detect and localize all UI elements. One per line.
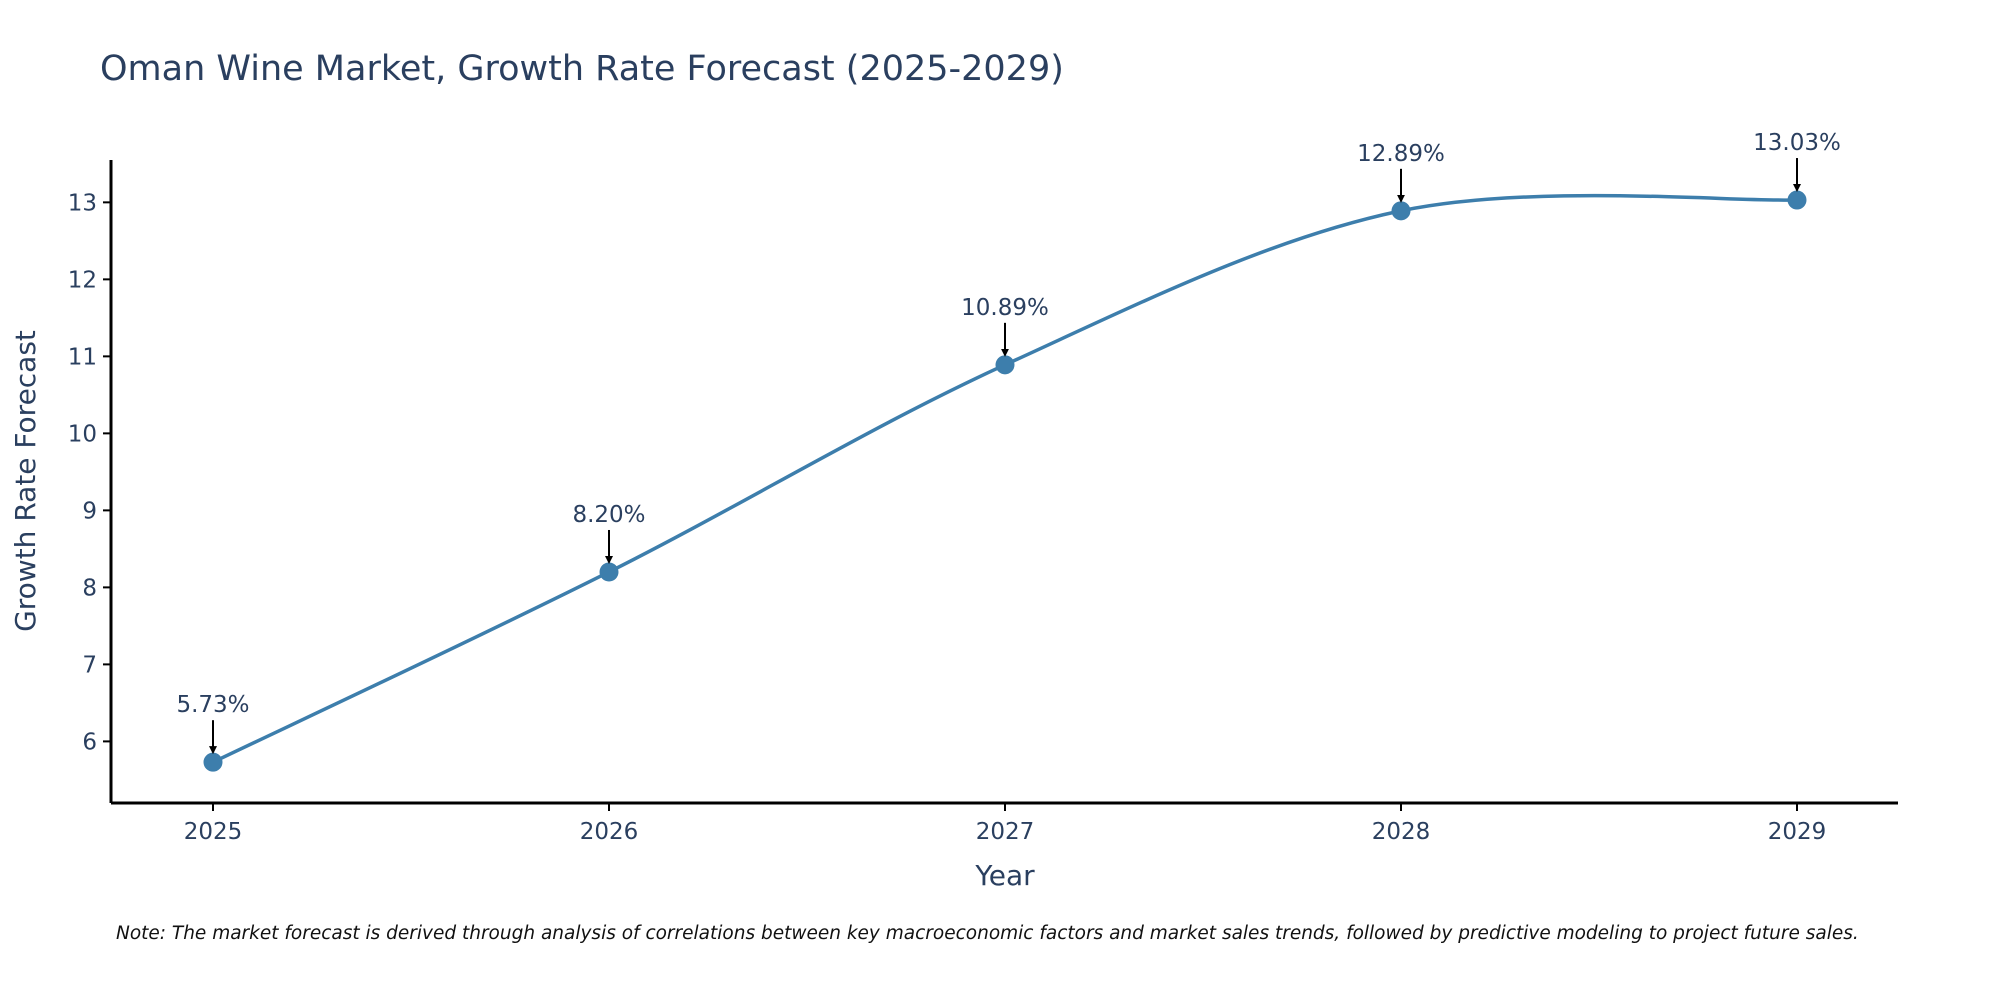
y-axis-title: Growth Rate Forecast <box>9 330 42 632</box>
x-axis-title: Year <box>974 859 1035 892</box>
y-tick-label: 12 <box>68 267 97 293</box>
y-tick-label: 6 <box>82 729 97 755</box>
data-label: 12.89% <box>1357 141 1445 167</box>
x-tick-label: 2025 <box>184 819 243 845</box>
data-point-marker <box>1391 201 1411 221</box>
data-point-marker <box>599 562 619 582</box>
x-tick-labels: 2025 2026 2027 2028 2029 <box>184 803 1827 845</box>
y-tick-labels: 6 7 8 9 10 11 12 13 <box>68 190 111 755</box>
data-label: 5.73% <box>176 692 249 718</box>
y-tick-label: 8 <box>82 575 97 601</box>
y-tick-label: 7 <box>82 652 97 678</box>
data-label: 8.20% <box>572 502 645 528</box>
series-line <box>211 193 1799 764</box>
data-point-marker <box>995 355 1015 375</box>
data-annotations: 5.73% 8.20% 10.89% 12.89% 13.03% <box>176 130 1841 755</box>
x-tick-label: 2028 <box>1372 819 1431 845</box>
data-markers <box>203 190 1807 772</box>
y-tick-label: 10 <box>68 421 97 447</box>
x-tick-label: 2027 <box>976 819 1035 845</box>
chart-title: Oman Wine Market, Growth Rate Forecast (… <box>100 49 1064 89</box>
x-tick-label: 2029 <box>1768 819 1827 845</box>
y-tick-label: 9 <box>82 498 97 524</box>
data-label: 10.89% <box>961 295 1049 321</box>
y-tick-label: 13 <box>68 190 97 216</box>
data-point-marker <box>1787 190 1807 210</box>
data-label: 13.03% <box>1753 130 1841 156</box>
y-tick-label: 11 <box>68 344 97 370</box>
chart-note: Note: The market forecast is derived thr… <box>116 923 1859 944</box>
x-tick-label: 2026 <box>580 819 639 845</box>
data-point-marker <box>203 752 223 772</box>
